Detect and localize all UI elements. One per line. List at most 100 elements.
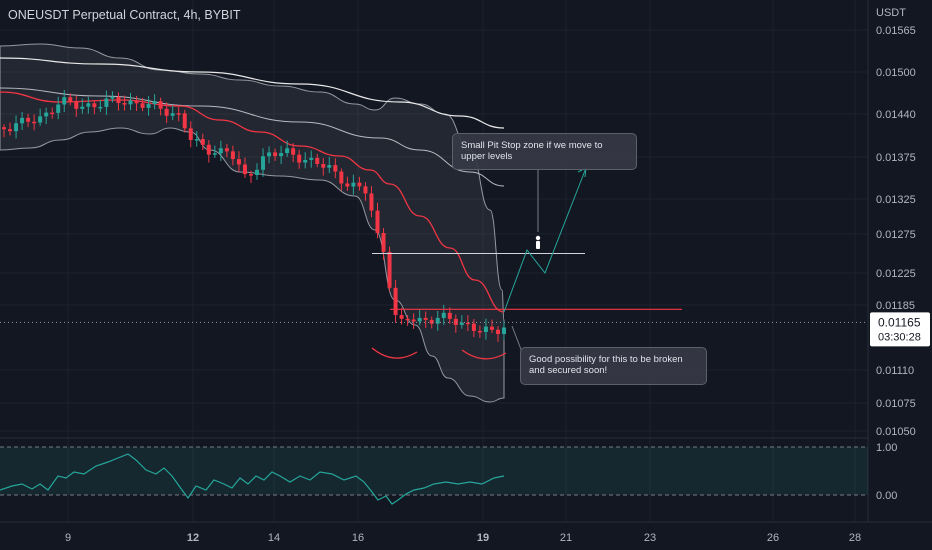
current-price-label: 0.01165 (878, 315, 921, 329)
annotation-breakout[interactable]: Good possibility for this to be broken a… (520, 347, 707, 385)
candle-51 (309, 150, 314, 168)
candle-8 (50, 107, 55, 119)
candle-7 (44, 107, 49, 125)
x-tick-3: 16 (352, 532, 364, 544)
annotation-pit-stop-text: Small Pit Stop zone if we move to upper … (461, 140, 603, 162)
candle-32 (194, 131, 199, 147)
y-tick-3: 0.01375 (876, 152, 916, 164)
candle-21 (128, 92, 133, 111)
candle-72 (435, 311, 440, 331)
candle-23 (140, 97, 145, 112)
candle-44 (267, 146, 272, 164)
candle-57 (345, 176, 350, 191)
current-price-badge: 0.01165 03:30:28 (870, 312, 930, 347)
candle-80 (483, 318, 488, 340)
candle-52 (315, 153, 320, 168)
candle-26 (158, 97, 163, 116)
candle-12 (74, 95, 79, 117)
oscillator-band (0, 447, 868, 495)
candle-34 (206, 140, 211, 163)
oscillator-tick-1: 0.00 (876, 490, 897, 502)
candle-77 (465, 315, 470, 332)
candle-37 (224, 143, 229, 158)
candle-25 (152, 94, 157, 110)
projection-path (503, 167, 587, 313)
bollinger-band (0, 43, 505, 403)
candle-82 (495, 326, 500, 342)
candle-75 (453, 314, 458, 333)
x-tick-2: 14 (268, 532, 280, 544)
candle-65 (393, 279, 398, 323)
candle-59 (357, 176, 362, 191)
candle-62 (375, 202, 380, 239)
pit-stop-person-icon (535, 235, 541, 249)
y-tick-6: 0.01225 (876, 268, 916, 280)
candle-18 (110, 91, 115, 103)
candle-50 (303, 152, 308, 169)
annotation-breakout-text: Good possibility for this to be broken a… (529, 354, 683, 376)
chart-title: ONEUSDT Perpetual Contract, 4h, BYBIT (8, 8, 241, 22)
y-tick-5: 0.01275 (876, 229, 916, 241)
y-tick-0: 0.01565 (876, 25, 916, 37)
oscillator-tick-0: 1.00 (876, 442, 897, 454)
candle-40 (242, 157, 247, 178)
candle-9 (56, 96, 61, 120)
candle-27 (164, 102, 169, 124)
candle-67 (405, 314, 410, 326)
moving-average-long (0, 57, 505, 129)
candle-76 (459, 315, 464, 329)
candle-4 (26, 113, 31, 128)
support-arc-left (371, 347, 418, 359)
candle-24 (146, 96, 151, 116)
candles (2, 89, 506, 342)
candle-81 (489, 319, 494, 334)
candle-78 (471, 319, 476, 338)
candle-30 (182, 109, 187, 133)
x-tick-6: 23 (644, 532, 656, 544)
candle-28 (170, 105, 175, 121)
candle-39 (236, 151, 241, 173)
candle-56 (339, 168, 344, 191)
candle-36 (218, 140, 223, 161)
candle-5 (32, 114, 37, 131)
candle-64 (387, 246, 392, 292)
current-price-countdown: 03:30:28 (878, 331, 921, 343)
x-tick-1: 12 (187, 532, 199, 544)
candle-20 (122, 95, 127, 111)
annotation-pit-stop[interactable]: Small Pit Stop zone if we move to upper … (452, 133, 637, 170)
y-tick-8: 0.01110 (876, 365, 914, 377)
y-tick-1: 0.01500 (876, 67, 916, 79)
candle-47 (285, 140, 290, 157)
candle-41 (248, 170, 253, 183)
price-axis-unit: USDT (876, 7, 906, 19)
candle-83 (502, 321, 506, 340)
candle-69 (417, 309, 422, 326)
support-arc-right (461, 349, 507, 360)
candle-2 (14, 115, 19, 139)
candle-63 (381, 228, 386, 260)
candle-46 (279, 145, 284, 165)
candle-15 (92, 99, 97, 115)
candle-22 (134, 95, 139, 112)
y-tick-7: 0.01185 (876, 300, 915, 312)
candle-54 (327, 157, 332, 174)
candle-10 (62, 89, 67, 113)
x-tick-0: 9 (65, 532, 71, 544)
grid (0, 0, 868, 522)
candle-38 (230, 145, 235, 166)
candle-17 (104, 90, 109, 115)
candle-79 (477, 325, 482, 338)
candle-71 (429, 316, 434, 329)
candle-66 (399, 307, 404, 325)
candle-29 (176, 106, 181, 122)
candle-35 (212, 145, 217, 158)
candle-55 (333, 158, 338, 179)
candle-3 (20, 111, 25, 130)
candle-73 (441, 304, 446, 325)
candle-19 (116, 92, 121, 111)
x-tick-8: 28 (849, 532, 861, 544)
candle-60 (363, 182, 368, 201)
